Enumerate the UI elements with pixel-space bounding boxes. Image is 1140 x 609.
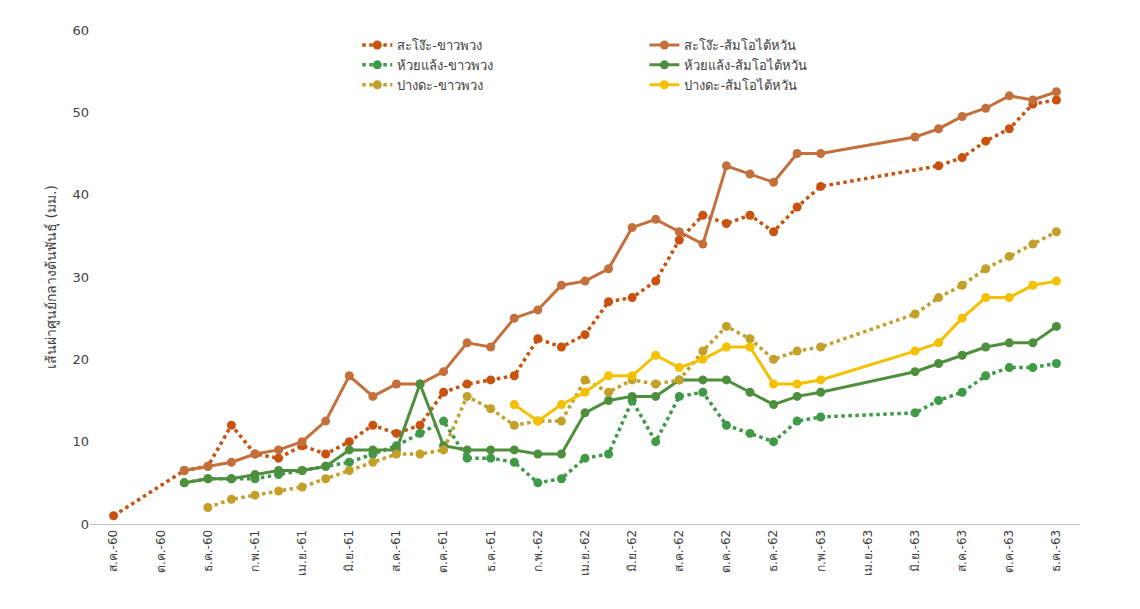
svg-text:40: 40 — [72, 187, 89, 202]
svg-text:เม.ย.-63: เม.ย.-63 — [861, 530, 875, 576]
svg-text:ห้วยแล้ง-ส้มโอไต้หวัน: ห้วยแล้ง-ส้มโอไต้หวัน — [684, 58, 807, 73]
svg-text:ธ.ค.-61: ธ.ค.-61 — [484, 530, 498, 572]
svg-text:ก.พ.-62: ก.พ.-62 — [531, 530, 545, 572]
svg-text:20: 20 — [72, 352, 89, 367]
svg-text:ส.ค.-63: ส.ค.-63 — [955, 530, 969, 572]
svg-text:50: 50 — [72, 105, 89, 120]
svg-text:เม.ย.-61: เม.ย.-61 — [295, 530, 309, 576]
svg-text:มิ.ย.-63: มิ.ย.-63 — [908, 530, 922, 572]
svg-text:ส.ค.-61: ส.ค.-61 — [389, 530, 403, 572]
svg-text:10: 10 — [72, 434, 89, 449]
svg-text:ส.ค.-62: ส.ค.-62 — [672, 530, 686, 572]
svg-text:ธ.ค.-62: ธ.ค.-62 — [766, 530, 780, 572]
svg-text:สะโง๊ะ-ขาวพวง: สะโง๊ะ-ขาวพวง — [397, 38, 482, 53]
svg-text:ต.ค.-62: ต.ค.-62 — [719, 530, 733, 573]
svg-text:ต.ค.-63: ต.ค.-63 — [1002, 530, 1016, 573]
svg-text:สะโง๊ะ-ส้มโอไต้หวัน: สะโง๊ะ-ส้มโอไต้หวัน — [684, 38, 796, 53]
svg-text:60: 60 — [72, 23, 89, 38]
svg-text:ก.พ.-63: ก.พ.-63 — [814, 530, 828, 572]
svg-text:30: 30 — [72, 270, 89, 285]
svg-text:0: 0 — [81, 517, 89, 532]
svg-text:มิ.ย.-61: มิ.ย.-61 — [342, 530, 356, 572]
svg-text:ต.ค.-61: ต.ค.-61 — [436, 530, 450, 573]
svg-text:ปางดะ-ส้มโอไต้หวัน: ปางดะ-ส้มโอไต้หวัน — [684, 78, 797, 93]
svg-text:ห้วยแล้ง-ขาวพวง: ห้วยแล้ง-ขาวพวง — [397, 58, 493, 73]
svg-text:มิ.ย.-62: มิ.ย.-62 — [625, 530, 639, 572]
svg-text:ธ.ค.-63: ธ.ค.-63 — [1049, 530, 1063, 572]
svg-text:ปางดะ-ขาวพวง: ปางดะ-ขาวพวง — [397, 78, 483, 93]
svg-text:ก.พ.-61: ก.พ.-61 — [248, 530, 262, 572]
svg-text:ต.ค.-60: ต.ค.-60 — [154, 530, 168, 573]
svg-text:เม.ย.-62: เม.ย.-62 — [578, 530, 592, 576]
svg-text:ธ.ค.-60: ธ.ค.-60 — [201, 530, 215, 572]
svg-text:เส้นผ่าศูนย์กลางต้นพันธุ์ (มม.: เส้นผ่าศูนย์กลางต้นพันธุ์ (มม.) — [43, 185, 60, 369]
svg-text:ส.ค.-60: ส.ค.-60 — [106, 530, 120, 572]
